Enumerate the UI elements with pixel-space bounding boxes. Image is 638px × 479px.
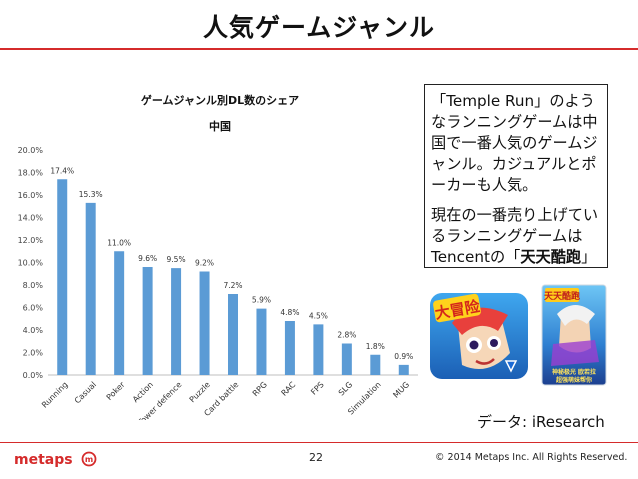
x-tick-label: Casual <box>73 380 98 405</box>
svg-text:天天酷跑: 天天酷跑 <box>544 290 580 302</box>
bar-value-label: 9.5% <box>167 255 186 264</box>
x-tick-label: RPG <box>251 380 269 398</box>
svg-text:m: m <box>85 455 93 464</box>
bar <box>171 268 182 375</box>
bar-value-label: 2.8% <box>337 331 356 340</box>
x-tick-label: MUG <box>391 380 411 400</box>
bar-value-label: 11.0% <box>107 238 131 247</box>
x-tick-label: Action <box>131 380 155 404</box>
bar <box>228 294 238 375</box>
bar-value-label: 0.9% <box>394 352 413 361</box>
bar <box>85 202 96 375</box>
bar <box>370 354 381 375</box>
note-paragraph-2: 現在の一番売り上げているランニングゲームはTencentの「天天酷跑」 <box>431 205 601 268</box>
y-tick-label: 10.0% <box>18 259 44 268</box>
y-tick-label: 8.0% <box>23 281 44 290</box>
slide-title: 人気ゲームジャンル <box>202 13 435 42</box>
bar <box>57 179 68 375</box>
y-tick-label: 18.0% <box>18 169 44 178</box>
copyright: © 2014 Metaps Inc. All Rights Reserved. <box>435 452 628 463</box>
chart-title: ゲームジャンル別DL数のシェア <box>141 93 299 107</box>
y-tick-label: 0.0% <box>23 371 44 380</box>
x-tick-label: Puzzle <box>188 380 212 404</box>
bar <box>284 321 295 375</box>
note-box: 「Temple Run」のようなランニングゲームは中国で一番人気のゲームジャンル… <box>424 84 608 268</box>
bar-value-label: 4.5% <box>309 311 328 320</box>
bar-value-label: 4.8% <box>280 308 299 317</box>
footer-divider <box>0 442 638 443</box>
note-paragraph-1: 「Temple Run」のようなランニングゲームは中国で一番人気のゲームジャンル… <box>431 92 598 194</box>
bar-value-label: 9.2% <box>195 259 214 268</box>
data-source: データ: iResearch <box>477 413 605 431</box>
game-app-icon: 大冒险 <box>430 293 528 379</box>
chart-subtitle: 中国 <box>209 119 231 133</box>
bar <box>142 267 153 375</box>
note-paragraph-2-suffix: 」 <box>581 248 597 266</box>
y-tick-label: 14.0% <box>18 214 44 223</box>
bar-value-label: 9.6% <box>138 254 157 263</box>
x-tick-label: Running <box>40 380 70 410</box>
svg-text:超强萌妹帮你: 超强萌妹帮你 <box>555 376 592 384</box>
note-game-name: 天天酷跑 <box>520 248 582 266</box>
bar-chart: ゲームジャンル別DL数のシェア 中国 0.0% 2.0% 4.0% 6.0% 8.0% 1… <box>18 93 418 420</box>
svg-text:metaps: metaps <box>14 452 73 467</box>
svg-text:神秘极光 欧若拉: 神秘极光 欧若拉 <box>552 368 596 376</box>
metaps-logo: metaps m <box>14 451 97 467</box>
x-tick-label: FPS <box>309 380 326 397</box>
y-tick-label: 12.0% <box>18 236 44 245</box>
bar-value-label: 15.3% <box>79 190 103 199</box>
x-tick-label: RAC <box>280 380 298 398</box>
bar-value-label: 5.9% <box>252 296 271 305</box>
y-tick-label: 6.0% <box>23 304 44 313</box>
x-tick-label: SLG <box>337 380 354 397</box>
bar-value-label: 1.8% <box>366 342 385 351</box>
game-app-promo: 天天酷跑 神秘极光 欧若拉 超强萌妹帮你 <box>541 284 607 386</box>
page-number: 22 <box>309 451 323 464</box>
y-tick-label: 2.0% <box>23 349 44 358</box>
bar <box>398 364 409 375</box>
y-tick-label: 20.0% <box>18 146 44 155</box>
x-tick-label: Poker <box>105 380 127 402</box>
y-tick-label: 16.0% <box>18 191 44 200</box>
bar <box>256 308 267 375</box>
title-divider <box>0 48 638 50</box>
bar <box>341 343 352 375</box>
bar <box>313 324 324 375</box>
bar <box>114 251 125 375</box>
bar <box>199 271 210 375</box>
bar-value-label: 7.2% <box>223 281 242 290</box>
y-tick-label: 4.0% <box>23 326 44 335</box>
bar-value-label: 17.4% <box>50 166 74 175</box>
note-paragraph-2-prefix: 現在の一番売り上げているランニングゲームはTencentの「 <box>431 206 599 266</box>
